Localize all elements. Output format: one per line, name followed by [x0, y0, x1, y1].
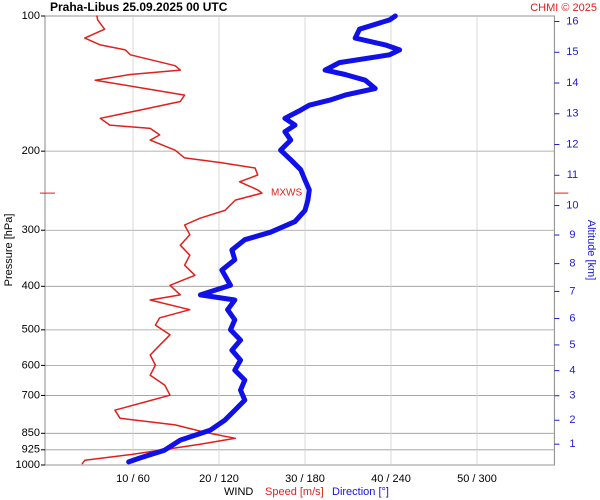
y2-tick-label: 11	[567, 169, 578, 181]
x-tick-label: 40 / 240	[371, 473, 411, 485]
profile-line	[81, 15, 263, 465]
y-tick-label: 200	[22, 145, 40, 157]
max-wind-label: MXWS	[271, 188, 302, 199]
y2-axis-label: Altitude [km]	[585, 220, 597, 281]
y-tick-label: 850	[22, 427, 40, 439]
x-tick-label: 30 / 180	[285, 473, 325, 485]
y2-tick-label: 16	[566, 15, 578, 27]
y2-tick-label: 13	[566, 108, 578, 120]
x-tick-label: 10 / 60	[116, 473, 150, 485]
y2-tick-label: 1	[569, 438, 575, 450]
y2-tick-label: 7	[569, 285, 575, 297]
y-tick-label: 600	[22, 359, 40, 371]
y2-tick-label: 3	[569, 390, 575, 402]
y-tick-label: 400	[22, 280, 40, 292]
y2-tick-label: 14	[566, 77, 578, 89]
y2-tick-label: 10	[566, 199, 578, 211]
y-tick-label: 100	[22, 10, 40, 22]
y-tick-label: 1000	[16, 459, 40, 471]
y2-tick-label: 15	[566, 46, 578, 58]
y2-tick-label: 5	[569, 339, 575, 351]
plot-frame	[44, 15, 555, 466]
y2-tick-label: 8	[569, 258, 575, 270]
y-tick-label: 300	[22, 224, 40, 236]
y2-tick-label: 9	[569, 229, 575, 241]
x-tick-label: 20 / 120	[199, 473, 239, 485]
legend-speed: Speed [m/s]	[265, 486, 324, 498]
y-tick-label: 925	[22, 444, 40, 456]
chart-title: Praha-Libus 25.09.2025 00 UTC	[50, 0, 228, 14]
y2-tick-label: 12	[566, 138, 578, 150]
y2-tick-label: 4	[569, 365, 575, 377]
y-tick-label: 500	[22, 324, 40, 336]
y-axis-label: Pressure [hPa]	[3, 214, 15, 287]
source: CHMI © 2025	[530, 2, 597, 14]
profile-line	[126, 13, 403, 465]
legend-direction: Direction [°]	[332, 486, 389, 498]
y2-tick-label: 2	[569, 414, 575, 426]
x-tick-label: 50 / 300	[457, 473, 497, 485]
y2-tick-label: 6	[569, 312, 575, 324]
y-tick-label: 700	[22, 389, 40, 401]
x-axis-label: WIND	[224, 486, 253, 498]
